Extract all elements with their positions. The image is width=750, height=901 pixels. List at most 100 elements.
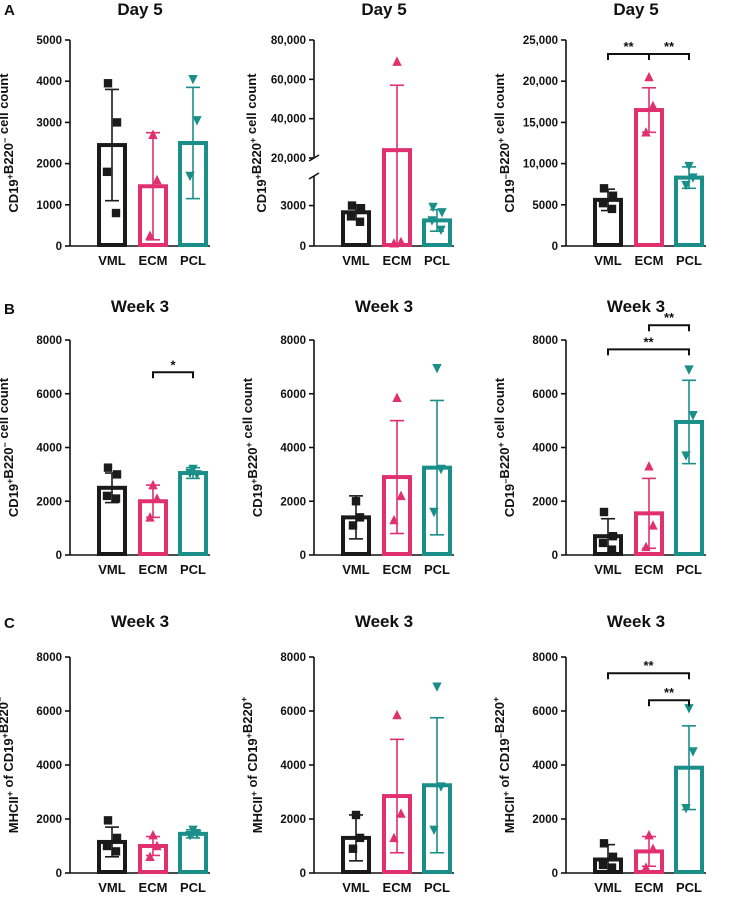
y-axis-label: MHCII+ of CD19+B220− — [0, 697, 21, 833]
y-label-text: B220 — [0, 702, 11, 733]
data-point-ecm — [148, 479, 158, 490]
category-label: VML — [594, 880, 622, 895]
category-label: PCL — [180, 253, 206, 268]
data-point-ecm — [396, 490, 406, 501]
y-label-superscript: − — [496, 733, 506, 738]
data-point-vml — [598, 538, 608, 548]
y-tick-label: 5000 — [36, 35, 62, 47]
y-tick-label: 8000 — [280, 335, 306, 347]
data-point-pcl — [432, 682, 442, 692]
chart-title: Day 5 — [117, 0, 162, 19]
y-label-superscript: + — [0, 733, 10, 738]
y-tick-label: 40,000 — [271, 114, 306, 126]
data-point-ecm — [641, 862, 651, 872]
y-tick-label: 25,000 — [523, 35, 558, 47]
data-point-ecm — [145, 230, 155, 240]
y-tick-label: 4000 — [36, 760, 62, 772]
y-label-text: cell count — [244, 73, 259, 138]
y-label-superscript: + — [244, 733, 254, 738]
category-label: ECM — [383, 562, 412, 577]
data-point-pcl — [185, 171, 195, 182]
y-tick-label: 0 — [300, 241, 306, 253]
significance-bracket — [152, 371, 194, 379]
data-point-vml — [112, 833, 122, 843]
data-point-vml — [102, 491, 112, 501]
y-label-text: MHCII — [250, 796, 265, 833]
y-tick-label: 8000 — [532, 652, 558, 664]
data-point-vml — [599, 507, 609, 517]
bar-ecm — [138, 499, 168, 556]
data-point-ecm — [392, 56, 402, 66]
data-point-pcl — [429, 507, 439, 518]
category-label: PCL — [424, 253, 450, 268]
y-tick-label: 8000 — [36, 335, 62, 347]
data-point-ecm — [644, 830, 654, 840]
y-label-text: cell count — [492, 377, 507, 442]
y-label-superscript: − — [0, 697, 5, 702]
data-point-ecm — [389, 238, 399, 248]
chart-panel-3: Day 5 0 5000 10,000 15,000 20,000 25,000 CD19−B… — [492, 0, 706, 268]
data-point-vml — [607, 204, 617, 214]
data-point-vml — [356, 204, 366, 213]
data-point-pcl — [681, 804, 691, 814]
y-label-text: B220 — [492, 702, 507, 733]
data-point-ecm — [644, 71, 654, 82]
chart-panel-4: Week 3 0 2000 4000 6000 8000 CD19+B220− cell c… — [0, 297, 210, 577]
data-point-ecm — [148, 830, 158, 840]
y-tick-label: 4000 — [280, 443, 306, 455]
data-point-ecm — [389, 514, 399, 525]
y-label-text: B220 — [497, 143, 512, 174]
category-label: VML — [342, 880, 370, 895]
significance-label: * — [170, 357, 176, 372]
data-point-ecm — [392, 392, 402, 402]
y-label-text: cell count — [240, 377, 255, 442]
significance-bracket — [648, 699, 690, 707]
chart-panel-1: Day 5 0 1000 2000 3000 4000 5000 CD19+B220− cel… — [0, 0, 210, 268]
significance-label: ** — [664, 310, 675, 325]
data-point-vml — [111, 494, 121, 503]
y-tick-label: 0 — [56, 868, 62, 880]
y-tick-label: 4000 — [532, 760, 558, 772]
y-label-superscript: + — [244, 442, 254, 447]
data-point-pcl — [185, 468, 195, 479]
y-tick-label: 3000 — [36, 117, 62, 129]
y-label-superscript: − — [501, 174, 511, 179]
data-point-pcl — [429, 825, 439, 835]
category-label: VML — [594, 253, 622, 268]
category-label: ECM — [139, 253, 168, 268]
data-point-pcl — [684, 365, 694, 375]
data-point-ecm — [152, 493, 162, 503]
y-tick-label: 6000 — [280, 389, 306, 401]
y-tick-label: 6000 — [36, 706, 62, 718]
data-point-vml — [111, 208, 121, 218]
significance-label: ** — [664, 39, 675, 54]
category-label: VML — [98, 253, 126, 268]
data-point-ecm — [396, 236, 406, 247]
y-label-superscript: + — [249, 479, 259, 484]
y-label-text: MHCII — [6, 796, 21, 833]
bar-pcl — [178, 471, 208, 556]
data-point-pcl — [192, 470, 202, 480]
y-label-text: B220 — [249, 143, 264, 174]
category-label: PCL — [676, 880, 702, 895]
y-label-text: CD19 — [502, 484, 517, 517]
significance-label: ** — [643, 658, 654, 673]
significance-label: ** — [623, 39, 634, 54]
data-point-pcl — [428, 202, 438, 213]
y-tick-label: 60,000 — [271, 74, 306, 86]
y-tick-label: 0 — [300, 868, 306, 880]
significance-bracket — [648, 324, 690, 332]
data-point-ecm — [389, 832, 399, 843]
y-tick-label: 2000 — [36, 814, 62, 826]
y-label-superscript: + — [491, 697, 501, 702]
data-point-pcl — [432, 364, 442, 374]
y-tick-label: 15,000 — [523, 117, 558, 129]
data-point-vml — [355, 513, 365, 522]
data-point-ecm — [641, 127, 651, 137]
category-label: PCL — [676, 562, 702, 577]
significance-label: ** — [664, 685, 675, 700]
chart-title: Week 3 — [111, 612, 169, 631]
y-label-superscript: − — [0, 442, 10, 447]
